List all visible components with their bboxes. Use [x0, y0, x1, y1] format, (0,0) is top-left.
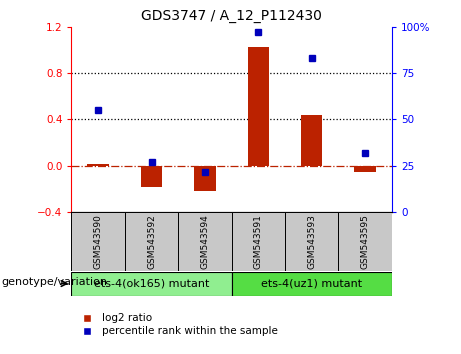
Bar [285, 212, 338, 271]
Text: ets-4(ok165) mutant: ets-4(ok165) mutant [94, 279, 209, 289]
Bar [338, 212, 392, 271]
Bar [355, 166, 376, 172]
Legend: log2 ratio, percentile rank within the sample: log2 ratio, percentile rank within the s… [77, 313, 278, 336]
Bar [141, 166, 162, 187]
Text: GSM543592: GSM543592 [147, 214, 156, 269]
Text: genotype/variation: genotype/variation [1, 277, 107, 287]
Bar [88, 164, 109, 166]
Bar [301, 115, 322, 166]
Bar [125, 212, 178, 271]
Text: ets-4(uz1) mutant: ets-4(uz1) mutant [261, 279, 362, 289]
Bar [231, 272, 392, 296]
Text: GSM543591: GSM543591 [254, 214, 263, 269]
Text: GSM543590: GSM543590 [94, 214, 103, 269]
Bar [194, 166, 216, 192]
Bar [71, 272, 231, 296]
Text: GSM543595: GSM543595 [361, 214, 370, 269]
Bar [248, 47, 269, 166]
Bar [178, 212, 231, 271]
Bar [231, 212, 285, 271]
Text: GSM543593: GSM543593 [307, 214, 316, 269]
Title: GDS3747 / A_12_P112430: GDS3747 / A_12_P112430 [141, 9, 322, 23]
Bar [71, 212, 125, 271]
Text: GSM543594: GSM543594 [201, 214, 209, 269]
